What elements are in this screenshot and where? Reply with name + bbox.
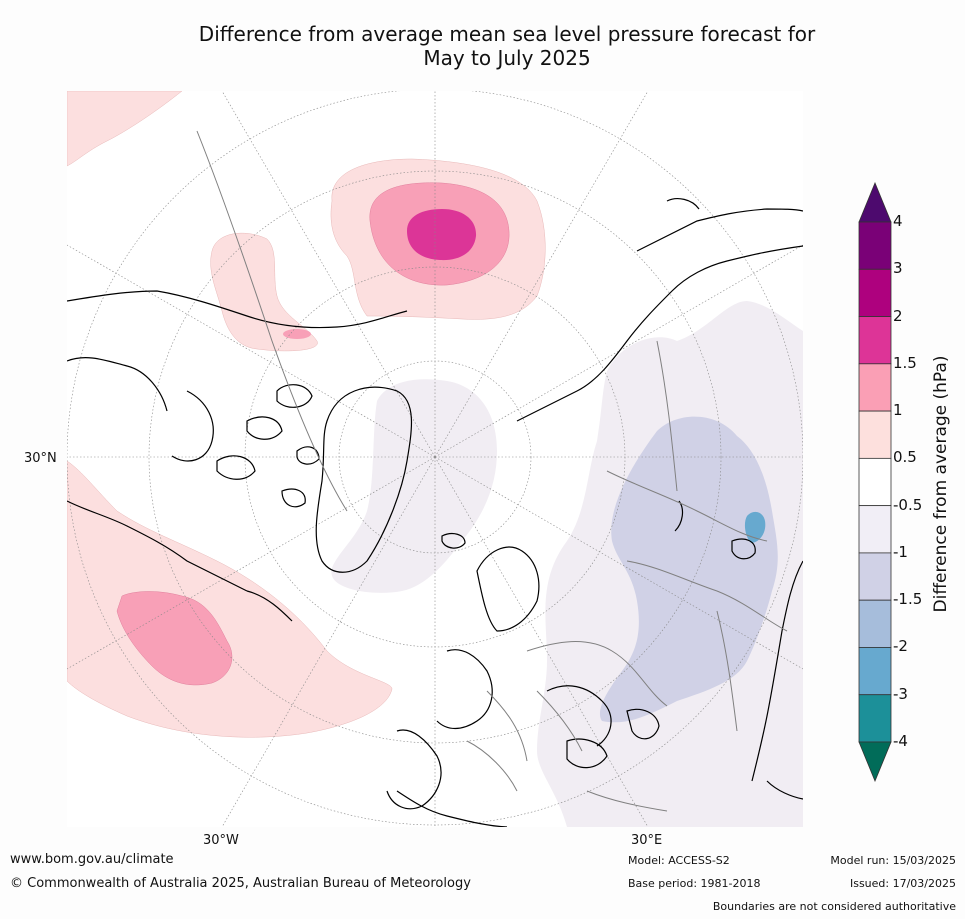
lon-label-30w: 30°W xyxy=(203,833,239,848)
graticule xyxy=(67,91,803,827)
colorbar-band xyxy=(858,316,892,365)
colorbar-tick-label: 1.5 xyxy=(893,353,917,372)
colorbar-extend-max xyxy=(858,182,892,223)
colorbar-band xyxy=(858,505,892,554)
title-line-2: May to July 2025 xyxy=(423,46,591,70)
polar-map xyxy=(67,91,803,827)
map-svg xyxy=(67,91,803,827)
colorbar-band xyxy=(858,363,892,412)
colorbar-tick-label: -2 xyxy=(893,637,908,656)
colorbar-tick-label: 1 xyxy=(893,401,903,420)
colorbar-tick-label: -1 xyxy=(893,542,908,561)
colorbar-band xyxy=(858,410,892,459)
colorbar-tick-label: -3 xyxy=(893,684,908,703)
footer-url[interactable]: www.bom.gov.au/climate xyxy=(10,852,174,867)
footer-model: Model: ACCESS-S2 xyxy=(628,854,730,867)
positive-anomaly-region xyxy=(210,232,318,352)
map-title: Difference from average mean sea level p… xyxy=(0,22,965,70)
footer-copyright: © Commonwealth of Australia 2025, Austra… xyxy=(10,876,471,891)
colorbar-band xyxy=(858,694,892,743)
negative-anomaly-region xyxy=(744,511,766,543)
colorbar-band xyxy=(858,268,892,317)
anomaly-fields xyxy=(67,91,803,827)
positive-anomaly-region xyxy=(67,91,183,167)
colorbar xyxy=(858,182,892,782)
colorbar-band xyxy=(858,647,892,696)
colorbar-tick-label: 3 xyxy=(893,259,903,278)
colorbar-tick-label: 2 xyxy=(893,306,903,325)
coastlines xyxy=(67,198,803,827)
lat-label-30n: 30°N xyxy=(24,451,57,466)
footer-base-period: Base period: 1981-2018 xyxy=(628,877,761,890)
colorbar-tick-label: 4 xyxy=(893,212,903,230)
title-line-1: Difference from average mean sea level p… xyxy=(198,22,816,46)
colorbar-band xyxy=(858,221,892,270)
colorbar-tick-label: -0.5 xyxy=(893,495,923,514)
positive-anomaly-region xyxy=(67,460,393,738)
negative-anomaly-region xyxy=(599,416,778,723)
colorbar-band xyxy=(858,552,892,601)
footer-model-run: Model run: 15/03/2025 xyxy=(830,854,956,867)
lon-label-30e: 30°E xyxy=(631,833,663,848)
colorbar-tick-label: 0.5 xyxy=(893,448,917,467)
colorbar-extend-min xyxy=(858,741,892,782)
positive-anomaly-region xyxy=(116,591,233,686)
country-borders xyxy=(196,130,788,812)
colorbar-band xyxy=(858,599,892,648)
negative-anomaly-region xyxy=(331,379,497,593)
footer-disclaimer: Boundaries are not considered authoritat… xyxy=(712,900,956,913)
positive-anomaly-region xyxy=(407,209,477,261)
colorbar-band xyxy=(858,457,892,507)
footer-issued: Issued: 17/03/2025 xyxy=(849,877,956,890)
colorbar-tick-label: -1.5 xyxy=(893,590,923,609)
colorbar-tick-label: -4 xyxy=(893,732,908,750)
colorbar-title: Difference from average (hPa) xyxy=(931,355,951,613)
